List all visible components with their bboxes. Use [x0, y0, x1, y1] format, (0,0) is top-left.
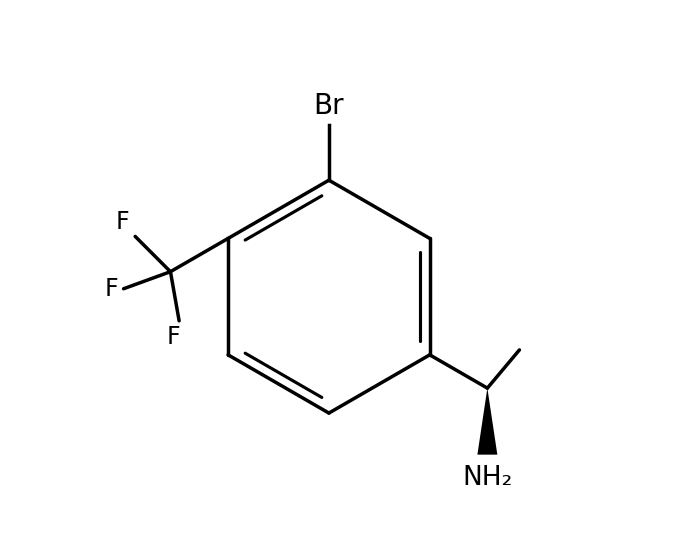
Text: F: F — [105, 277, 118, 301]
Text: F: F — [167, 325, 180, 349]
Text: Br: Br — [313, 92, 344, 120]
Polygon shape — [477, 388, 497, 455]
Text: NH₂: NH₂ — [462, 465, 513, 491]
Text: F: F — [116, 209, 130, 234]
